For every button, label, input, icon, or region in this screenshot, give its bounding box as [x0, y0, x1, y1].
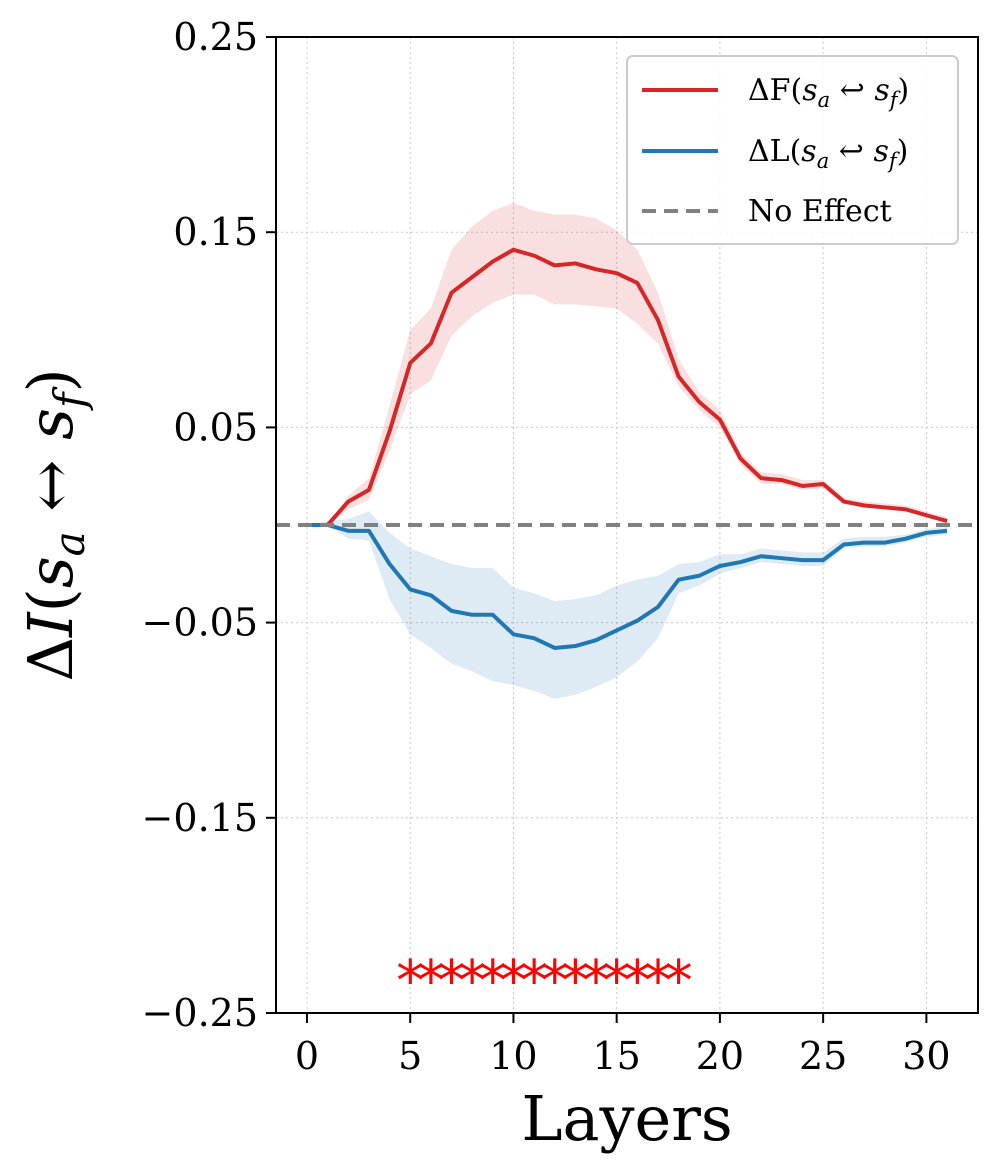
legend-label-no-effect: No Effect	[748, 194, 892, 229]
significance-marker: *	[644, 949, 672, 1014]
x-tick-label: 30	[902, 1034, 950, 1078]
x-tick-label: 25	[799, 1034, 847, 1078]
significance-marker: *	[541, 949, 569, 1014]
legend-label-l: ΔL(sa ↩ sf)	[748, 134, 908, 173]
y-tick-label: 0.05	[173, 405, 258, 449]
x-tick-label: 10	[489, 1034, 537, 1078]
significance-marker: *	[582, 949, 610, 1014]
significance-markers: **************	[396, 949, 692, 1014]
series-line	[306, 247, 948, 527]
x-axis-label: Layers	[521, 1082, 732, 1155]
svg-text:ΔI(sa ↔ sf): ΔI(sa ↔ sf)	[14, 368, 94, 681]
significance-marker: *	[458, 949, 486, 1014]
x-tick-label: 15	[592, 1034, 640, 1078]
x-tick-label: 20	[696, 1034, 744, 1078]
significance-marker: *	[665, 949, 693, 1014]
significance-marker: *	[479, 949, 507, 1014]
significance-marker: *	[499, 949, 527, 1014]
series-line	[306, 523, 948, 650]
y-tick-label: 0.15	[173, 210, 258, 254]
legend: ΔF(sa ↩ sf) ΔL(sa ↩ sf) No Effect	[626, 55, 959, 245]
axis-ticks: 0 5 10 15 20 25 30 0.25 0.15 0.05 −0.05 −0.15 −0.25	[142, 15, 951, 1078]
plot-frame	[275, 36, 979, 1014]
significance-marker: *	[396, 949, 424, 1014]
y-tick-label: 0.25	[173, 15, 258, 59]
legend-label-f: ΔF(sa ↩ sf)	[748, 73, 909, 112]
significance-marker: *	[417, 949, 445, 1014]
significance-marker: *	[520, 949, 548, 1014]
significance-marker: *	[623, 949, 651, 1014]
y-tick-label: −0.15	[142, 796, 258, 840]
y-axis-label: ΔI(sa ↔ sf)	[14, 368, 94, 681]
significance-marker: *	[438, 949, 466, 1014]
significance-marker: *	[561, 949, 589, 1014]
significance-marker: *	[603, 949, 631, 1014]
x-tick-label: 0	[295, 1034, 319, 1078]
series-lines	[276, 247, 978, 650]
legend-box	[626, 55, 959, 245]
x-tick-label: 5	[398, 1034, 422, 1078]
y-tick-label: −0.05	[142, 601, 258, 645]
y-tick-label: −0.25	[142, 991, 258, 1035]
